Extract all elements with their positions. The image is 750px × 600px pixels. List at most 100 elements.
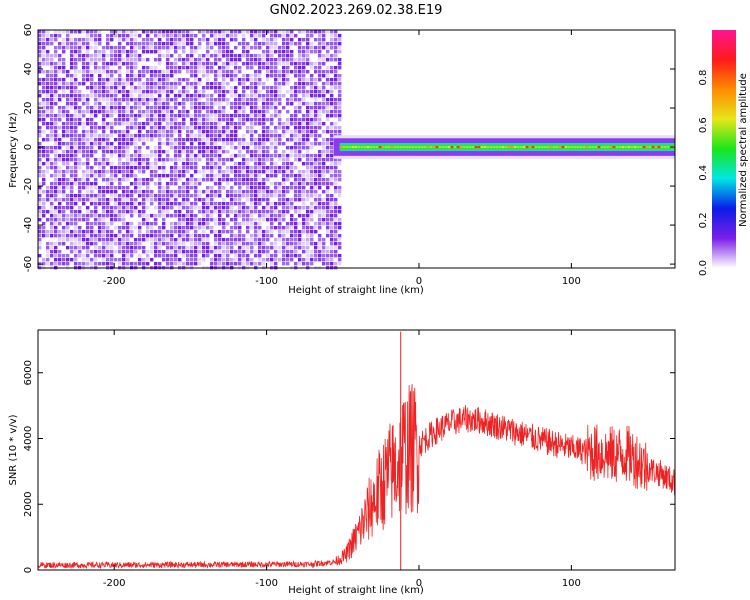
noise-cell — [318, 202, 322, 206]
noise-cell — [290, 186, 294, 190]
noise-cell — [254, 202, 258, 206]
noise-cell — [90, 146, 94, 150]
noise-cell — [206, 254, 210, 258]
noise-cell — [106, 126, 110, 130]
noise-cell — [262, 218, 266, 222]
noise-cell — [130, 30, 134, 34]
noise-cell — [78, 230, 82, 234]
noise-cell — [94, 34, 98, 38]
noise-cell — [234, 78, 238, 82]
noise-cell — [38, 58, 42, 62]
noise-cell — [286, 50, 290, 54]
noise-cell — [46, 126, 50, 130]
noise-cell — [174, 198, 178, 202]
noise-cell — [322, 34, 326, 38]
noise-cell — [326, 46, 330, 50]
noise-cell — [194, 62, 198, 66]
noise-cell — [50, 130, 54, 134]
noise-cell — [282, 218, 286, 222]
noise-cell — [290, 50, 294, 54]
noise-cell — [334, 34, 338, 38]
noise-cell — [290, 218, 294, 222]
noise-cell — [202, 234, 206, 238]
noise-cell — [258, 202, 262, 206]
noise-cell — [234, 62, 238, 66]
noise-cell — [58, 142, 62, 146]
noise-cell — [50, 86, 54, 90]
noise-cell — [274, 246, 278, 250]
noise-cell — [78, 110, 82, 114]
noise-cell — [118, 214, 122, 218]
noise-cell — [66, 70, 70, 74]
noise-cell — [138, 230, 142, 234]
noise-cell — [334, 70, 338, 74]
noise-cell — [194, 86, 198, 90]
band-core — [570, 146, 574, 149]
noise-cell — [78, 50, 82, 54]
noise-cell — [230, 94, 234, 98]
noise-cell — [202, 30, 206, 34]
noise-cell — [102, 98, 106, 102]
noise-cell — [230, 142, 234, 146]
noise-cell — [182, 186, 186, 190]
noise-cell — [258, 230, 262, 234]
noise-cell — [106, 254, 110, 258]
noise-cell — [154, 102, 158, 106]
noise-cell — [206, 166, 210, 170]
noise-cell — [66, 254, 70, 258]
noise-cell — [146, 198, 150, 202]
noise-cell — [338, 234, 342, 238]
noise-cell — [246, 46, 250, 50]
noise-cell — [254, 30, 258, 34]
noise-cell — [330, 246, 334, 250]
noise-cell — [182, 262, 186, 266]
noise-cell — [98, 38, 102, 42]
noise-cell — [106, 142, 110, 146]
noise-cell — [134, 190, 138, 194]
noise-cell — [322, 238, 326, 242]
noise-cell — [234, 66, 238, 70]
noise-cell — [98, 54, 102, 58]
noise-cell — [106, 90, 110, 94]
noise-cell — [254, 146, 258, 150]
noise-cell — [270, 234, 274, 238]
noise-cell — [122, 186, 126, 190]
noise-cell — [102, 66, 106, 70]
noise-cell — [310, 130, 314, 134]
noise-cell — [58, 34, 62, 38]
noise-cell — [286, 42, 290, 46]
noise-cell — [298, 54, 302, 58]
noise-cell — [134, 238, 138, 242]
noise-cell — [150, 46, 154, 50]
noise-cell — [338, 186, 342, 190]
noise-cell — [42, 262, 46, 266]
noise-cell — [246, 250, 250, 254]
noise-cell — [234, 174, 238, 178]
noise-cell — [282, 170, 286, 174]
noise-cell — [154, 246, 158, 250]
noise-cell — [254, 106, 258, 110]
noise-cell — [310, 114, 314, 118]
noise-cell — [222, 226, 226, 230]
noise-cell — [214, 178, 218, 182]
noise-cell — [270, 210, 274, 214]
noise-cell — [114, 138, 118, 142]
noise-cell — [278, 70, 282, 74]
noise-cell — [38, 166, 42, 170]
noise-cell — [282, 126, 286, 130]
noise-cell — [282, 46, 286, 50]
noise-cell — [270, 106, 274, 110]
noise-cell — [222, 46, 226, 50]
noise-cell — [90, 30, 94, 34]
noise-cell — [46, 250, 50, 254]
noise-cell — [82, 98, 86, 102]
noise-cell — [74, 158, 78, 162]
noise-cell — [114, 250, 118, 254]
noise-cell — [114, 62, 118, 66]
noise-cell — [102, 118, 106, 122]
noise-cell — [234, 94, 238, 98]
noise-cell — [290, 182, 294, 186]
noise-cell — [170, 190, 174, 194]
noise-cell — [174, 190, 178, 194]
noise-cell — [262, 142, 266, 146]
